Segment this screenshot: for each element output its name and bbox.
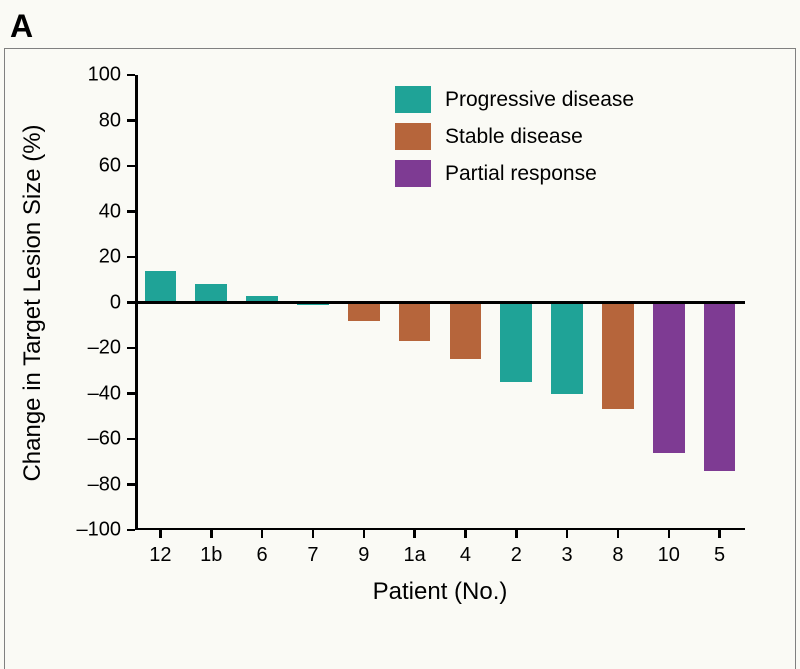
legend-swatch [395,160,431,187]
y-tick [127,392,135,395]
zero-line [135,301,745,304]
legend-label: Stable disease [445,125,583,149]
x-tick-label: 3 [562,544,573,567]
x-tick [210,530,213,538]
y-tick-label: 80 [61,109,121,132]
y-tick [127,210,135,213]
legend-label: Partial response [445,162,597,186]
y-tick-label: 40 [61,200,121,223]
y-tick-label: –80 [61,473,121,496]
x-tick [413,530,416,538]
legend-item: Stable disease [395,123,634,150]
legend-item: Partial response [395,160,634,187]
x-tick-label: 2 [511,544,522,567]
x-tick-label: 6 [257,544,268,567]
y-tick-label: 20 [61,246,121,269]
legend-item: Progressive disease [395,86,634,113]
x-tick [566,530,569,538]
x-tick-label: 8 [612,544,623,567]
x-tick [515,530,518,538]
x-axis [135,528,745,531]
x-tick-label: 5 [714,544,725,567]
y-tick [127,438,135,441]
y-tick-label: –60 [61,428,121,451]
x-tick [159,530,162,538]
bar [399,303,431,342]
y-tick-label: 0 [61,291,121,314]
x-tick-label: 10 [658,544,680,567]
bar [145,271,177,303]
bar [500,303,532,383]
x-tick [363,530,366,538]
bar [602,303,634,410]
x-tick-label: 1a [403,544,425,567]
x-axis-label: Patient (No.) [373,578,508,606]
x-tick-label: 4 [460,544,471,567]
legend-swatch [395,123,431,150]
y-axis-label: Change in Target Lesion Size (%) [19,124,47,481]
y-tick-label: 100 [61,64,121,87]
x-tick-label: 9 [358,544,369,567]
legend: Progressive disease Stable disease Partial… [395,86,634,197]
bar [653,303,685,453]
x-tick-label: 1b [200,544,222,567]
bar [704,303,736,471]
bar [348,303,380,321]
y-tick [127,301,135,304]
y-tick [127,529,135,532]
x-tick [617,530,620,538]
x-tick [261,530,264,538]
y-tick [127,256,135,259]
bar [195,284,227,302]
y-tick [127,74,135,77]
y-tick [127,119,135,122]
x-tick [718,530,721,538]
x-tick-label: 12 [149,544,171,567]
legend-label: Progressive disease [445,88,634,112]
y-tick-label: 60 [61,155,121,178]
y-tick-label: –20 [61,337,121,360]
y-tick [127,347,135,350]
x-tick [464,530,467,538]
bar [551,303,583,394]
bar [450,303,482,360]
legend-swatch [395,86,431,113]
y-tick [127,483,135,486]
panel-letter: A [10,8,33,45]
y-tick [127,165,135,168]
y-tick-label: –40 [61,382,121,405]
y-tick-label: –100 [61,519,121,542]
x-tick [668,530,671,538]
x-tick-label: 7 [307,544,318,567]
x-tick [312,530,315,538]
